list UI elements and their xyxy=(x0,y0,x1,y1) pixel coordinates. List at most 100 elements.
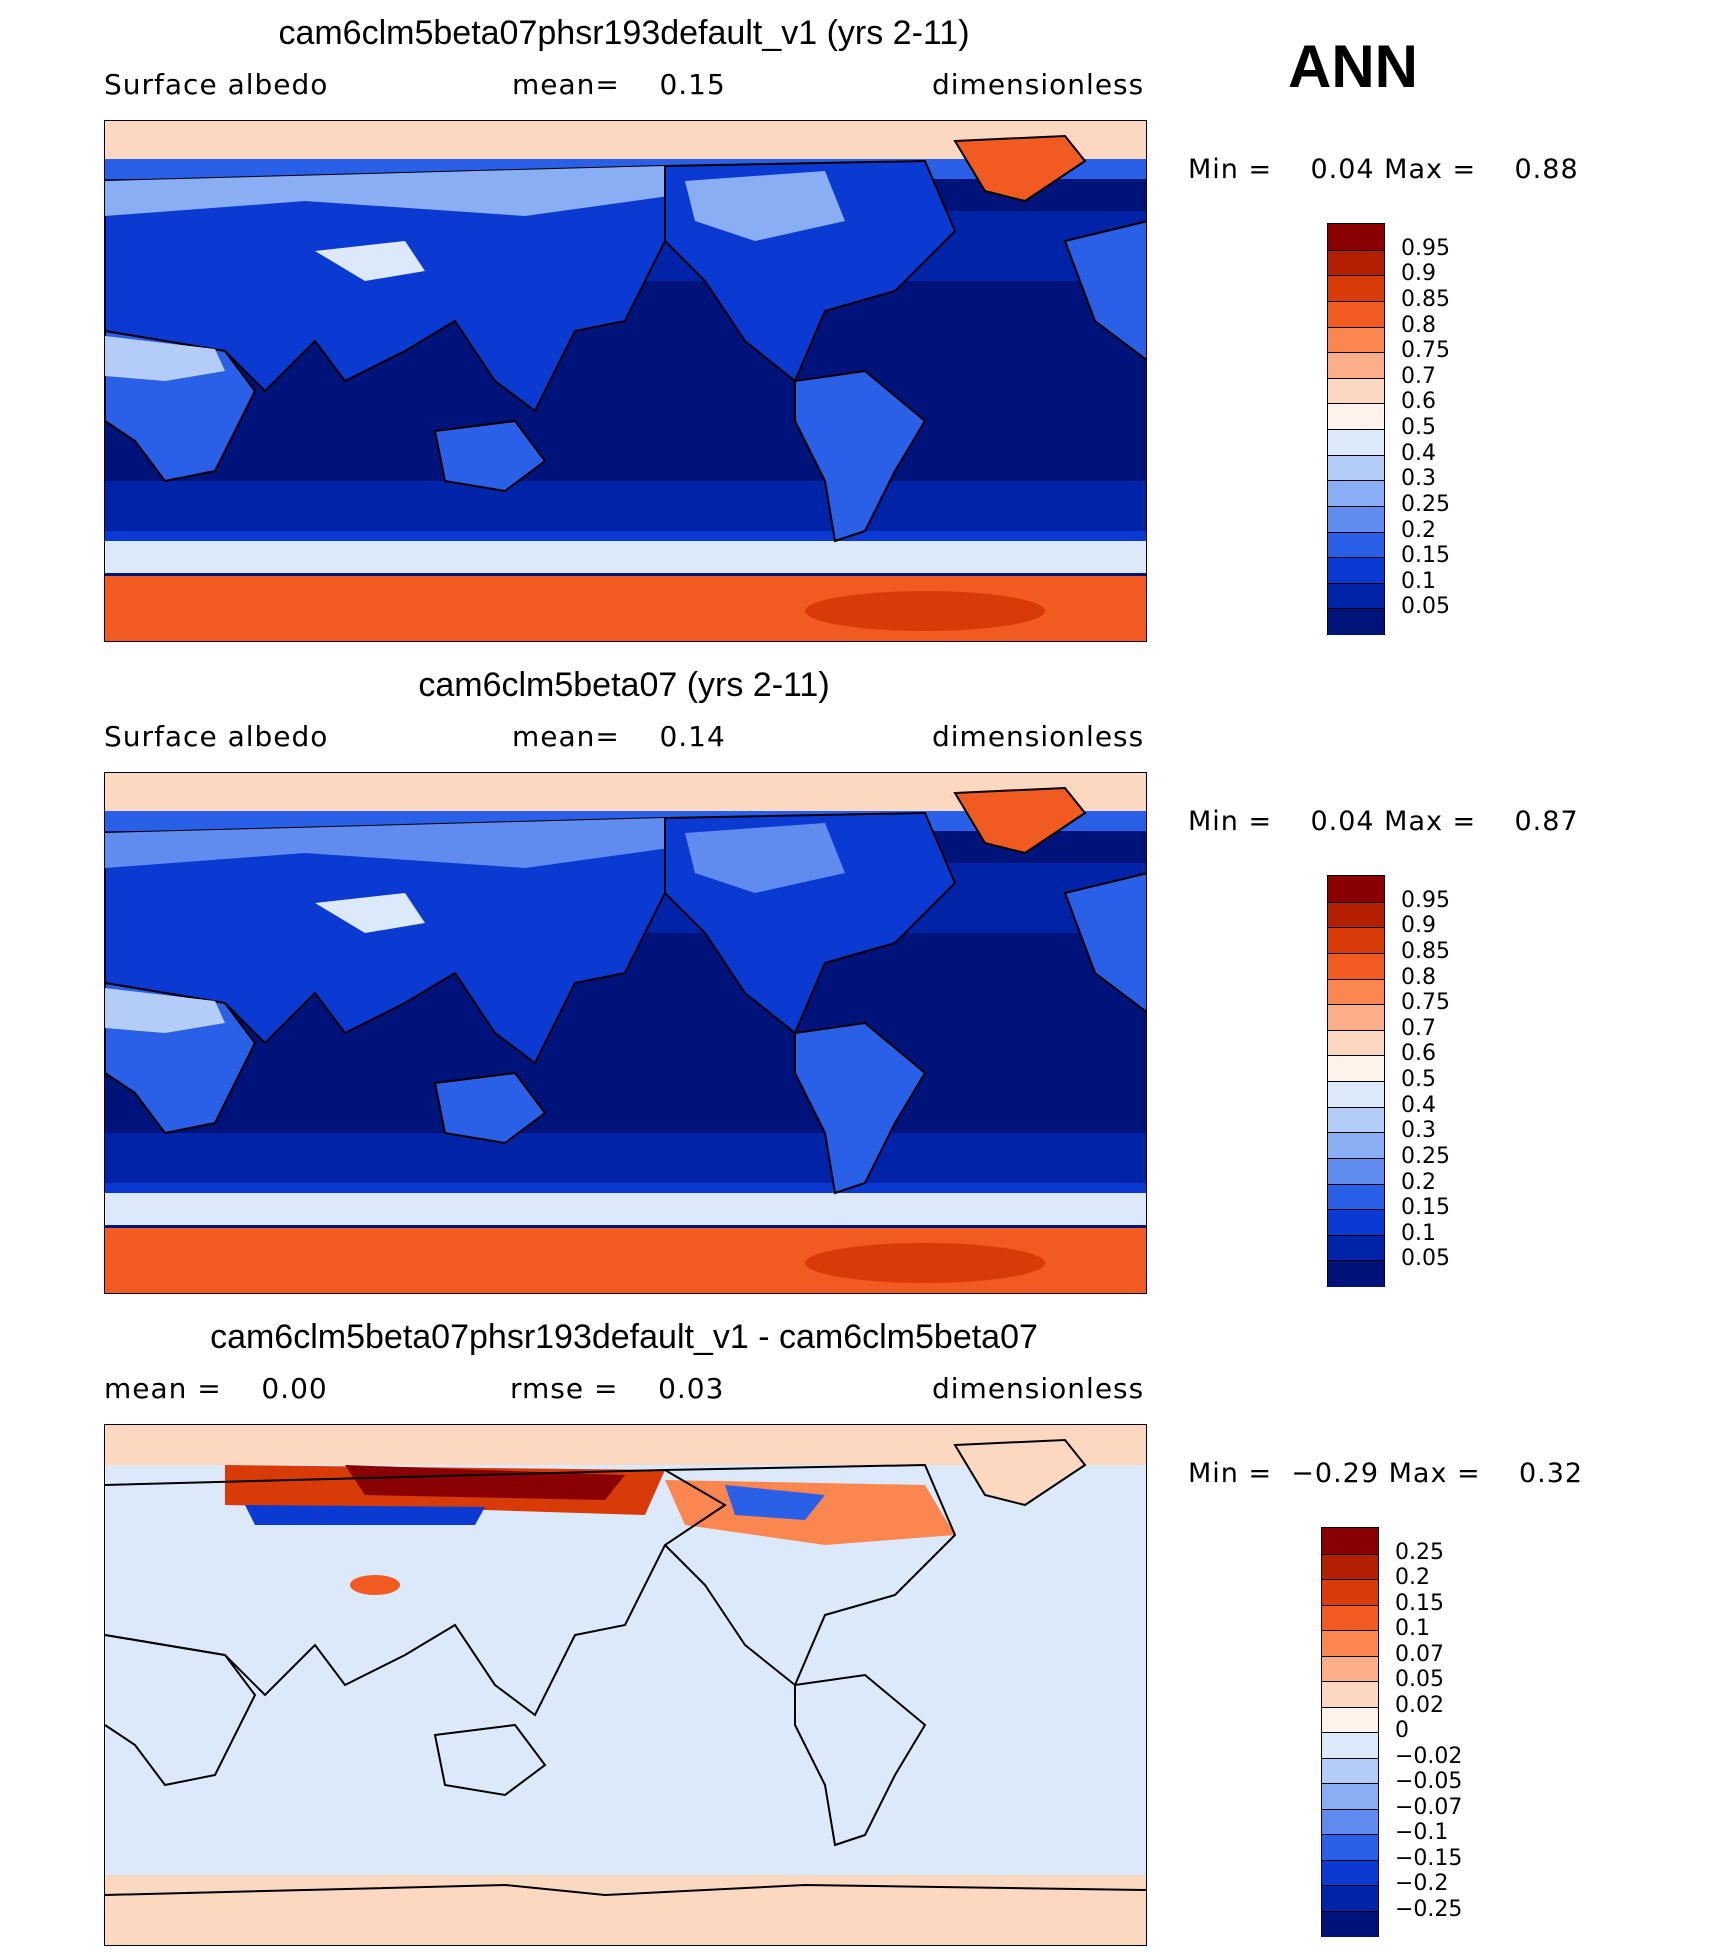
colorbar-box xyxy=(1328,505,1384,533)
colorbar-box xyxy=(1322,1783,1378,1810)
colorbar-box xyxy=(1328,377,1384,405)
colorbar-box xyxy=(1322,1579,1378,1606)
greenland-outline xyxy=(953,1438,1087,1507)
colorbar-box xyxy=(1322,1706,1378,1733)
colorbar-tick-label: 0.7 xyxy=(1401,1015,1436,1041)
colorbar-box xyxy=(1328,1029,1384,1057)
colorbar-tick-label: 0.4 xyxy=(1401,440,1436,466)
panel-2-units-label: dimensionless xyxy=(932,720,1145,753)
colorbar-box xyxy=(1328,901,1384,929)
south-america xyxy=(794,369,927,543)
eurasia-tundra xyxy=(105,166,705,216)
panel-2-map xyxy=(104,772,1147,1294)
eurasia-outline xyxy=(105,1468,727,1717)
colorbar-tick-label: 0.2 xyxy=(1395,1565,1430,1590)
europe-west xyxy=(1063,872,1146,1013)
diff-siberia-negative xyxy=(245,1505,485,1525)
panel-2-minmax: Min = 0.04 Max = 0.87 xyxy=(1188,806,1579,837)
colorbar-box xyxy=(1328,275,1384,302)
season-label: ANN xyxy=(1288,33,1418,100)
panel-2-mean-label: mean= 0.14 xyxy=(512,720,726,753)
colorbar-tick-label: 0.15 xyxy=(1395,1590,1444,1616)
panel-1-map xyxy=(104,120,1147,642)
colorbar-tick-label: 0.2 xyxy=(1401,517,1436,543)
panel-1-minmax: Min = 0.04 Max = 0.88 xyxy=(1188,154,1579,185)
antarctica-outline xyxy=(105,1883,1146,1897)
colorbar-tick-label: 0.1 xyxy=(1395,1616,1430,1641)
colorbar-box xyxy=(1328,978,1384,1006)
colorbar-tick-label: 0.25 xyxy=(1395,1539,1444,1565)
colorbar-tick-label: 0.85 xyxy=(1401,286,1450,312)
ocean-midlat-south xyxy=(105,1133,1146,1183)
colorbar-box xyxy=(1322,1834,1378,1861)
colorbar-tick-label: 0.5 xyxy=(1401,1067,1436,1092)
panel-1-variable-label: Surface albedo xyxy=(104,68,329,101)
panel-1-colorbar xyxy=(1327,223,1385,635)
colorbar-box xyxy=(1322,1885,1378,1912)
colorbar-tick-label: 0.9 xyxy=(1401,913,1436,939)
colorbar-box xyxy=(1322,1732,1378,1759)
colorbar-tick-label: −0.25 xyxy=(1395,1896,1463,1922)
colorbar-box xyxy=(1328,352,1384,379)
colorbar-box xyxy=(1328,300,1384,328)
antarctica-plateau xyxy=(805,591,1045,631)
panel-1-units-label: dimensionless xyxy=(932,68,1145,101)
colorbar-box xyxy=(1328,224,1384,250)
panel-3-minmax: Min = −0.29 Max = 0.32 xyxy=(1188,1458,1584,1489)
colorbar-box xyxy=(1322,1910,1378,1937)
colorbar-tick-label: 0.2 xyxy=(1401,1169,1436,1195)
colorbar-tick-label: 0 xyxy=(1395,1718,1409,1743)
colorbar-tick-label: 0.75 xyxy=(1401,990,1450,1016)
colorbar-box xyxy=(1322,1757,1378,1784)
colorbar-box xyxy=(1328,952,1384,980)
colorbar-box xyxy=(1322,1859,1378,1886)
australia-outline xyxy=(433,1723,547,1797)
colorbar-tick-label: 0.6 xyxy=(1401,389,1436,415)
colorbar-tick-label: 0.3 xyxy=(1401,466,1436,492)
colorbar-tick-label: 0.85 xyxy=(1401,938,1450,964)
colorbar-box xyxy=(1322,1630,1378,1657)
sahara xyxy=(105,988,225,1033)
colorbar-tick-label: 0.95 xyxy=(1401,887,1450,913)
colorbar-box xyxy=(1328,1004,1384,1031)
colorbar-box xyxy=(1328,1081,1384,1108)
colorbar-tick-label: 0.05 xyxy=(1395,1667,1444,1692)
colorbar-box xyxy=(1328,326,1384,354)
colorbar-tick-label: 0.1 xyxy=(1401,1220,1436,1246)
europe-west xyxy=(1063,220,1146,361)
colorbar-tick-label: 0.25 xyxy=(1401,491,1450,517)
colorbar-box xyxy=(1328,1260,1384,1287)
diff-tibet xyxy=(350,1575,400,1595)
colorbar-box xyxy=(1328,249,1384,277)
greenland xyxy=(953,786,1087,855)
seaice-edge-south xyxy=(105,541,1146,573)
colorbar-tick-label: −0.02 xyxy=(1395,1743,1463,1769)
colorbar-box xyxy=(1328,480,1384,507)
colorbar-tick-label: −0.15 xyxy=(1395,1845,1463,1871)
colorbar-box xyxy=(1328,608,1384,635)
panel-2-colorbar xyxy=(1327,875,1385,1287)
south-america xyxy=(794,1021,927,1195)
colorbar-tick-label: 0.4 xyxy=(1401,1092,1436,1118)
colorbar-box xyxy=(1328,454,1384,482)
colorbar-box xyxy=(1322,1553,1378,1580)
greenland xyxy=(953,134,1087,203)
colorbar-box xyxy=(1322,1528,1378,1554)
colorbar-box xyxy=(1328,927,1384,954)
tibet-snow xyxy=(315,893,425,933)
colorbar-box xyxy=(1328,1055,1384,1082)
colorbar-box xyxy=(1328,531,1384,559)
colorbar-tick-label: 0.25 xyxy=(1401,1143,1450,1169)
panel-3-rmse-label: rmse = 0.03 xyxy=(510,1372,725,1405)
north-america-outline xyxy=(664,1463,957,1687)
colorbar-tick-label: 0.15 xyxy=(1401,543,1450,569)
panel-1-mean-label: mean= 0.15 xyxy=(512,68,726,101)
colorbar-box xyxy=(1328,429,1384,456)
colorbar-tick-label: 0.05 xyxy=(1401,594,1450,620)
panel-3-map xyxy=(104,1424,1147,1946)
tibet-snow xyxy=(315,241,425,281)
colorbar-tick-label: 0.8 xyxy=(1401,964,1436,990)
panel-3-title: cam6clm5beta07phsr193default_v1 - cam6cl… xyxy=(210,1318,1038,1356)
colorbar-box xyxy=(1322,1604,1378,1631)
colorbar-box xyxy=(1322,1808,1378,1835)
